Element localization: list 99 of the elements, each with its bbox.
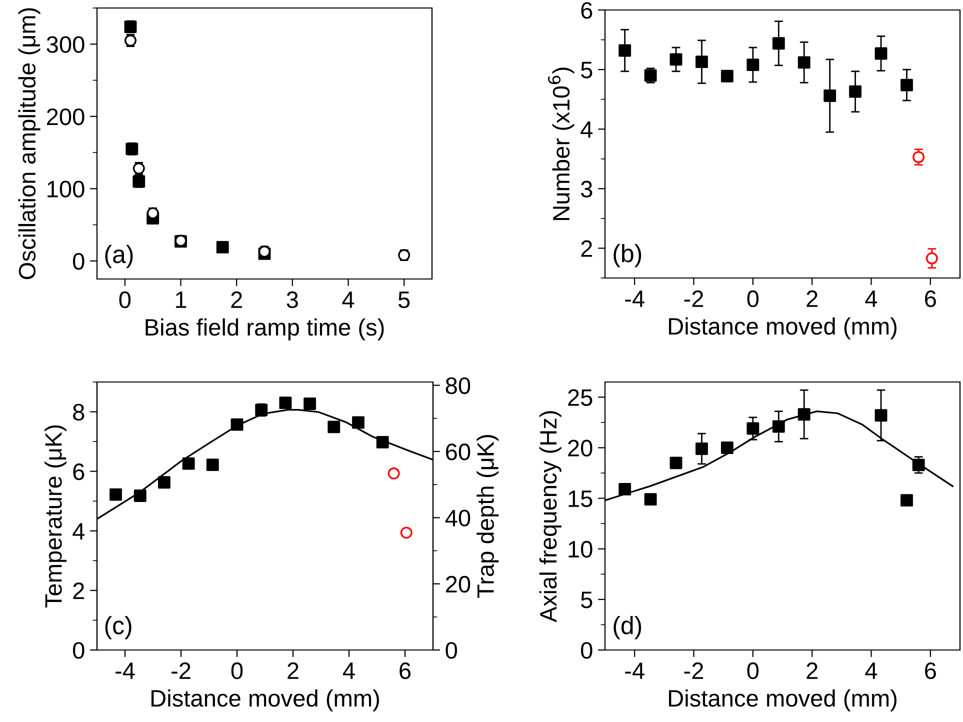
y-tick-label: 6 <box>73 463 84 480</box>
y-tick-label: 0 <box>72 253 84 270</box>
x-axis-title: Distance moved (mm) <box>668 689 896 712</box>
point <box>912 458 925 472</box>
point <box>644 493 657 506</box>
x-tick-label: 4 <box>865 662 878 679</box>
point <box>900 78 913 92</box>
y-tick-label: 15 <box>568 490 592 508</box>
x-axis-title: Distance moved (mm) <box>668 317 896 340</box>
x-tick-label: 6 <box>925 662 936 680</box>
point <box>134 490 146 502</box>
point <box>182 457 195 470</box>
x-tick-label: 4 <box>342 292 354 308</box>
x-tick-label: 2 <box>806 290 818 307</box>
y-tick-label: 6 <box>581 2 592 19</box>
point <box>772 420 785 433</box>
x-tick-label: -4 <box>116 662 135 679</box>
x-tick-label: -2 <box>684 662 704 679</box>
point <box>328 420 340 434</box>
x-tick-label: 0 <box>119 291 131 308</box>
point <box>696 56 708 68</box>
y2-tick-label: 80 <box>446 377 470 394</box>
x-tick-label: 1 <box>176 292 186 308</box>
y2-tick-label: 40 <box>445 510 470 526</box>
y-tick-label: 5 <box>581 592 592 608</box>
x-tick-label: 4 <box>865 290 878 307</box>
annotation: (a) <box>105 244 133 268</box>
point <box>696 442 708 455</box>
x-tick-label: 0 <box>231 662 243 680</box>
point <box>304 398 316 410</box>
x-axis-title: Bias field ramp time (s) <box>146 318 384 340</box>
y-tick-label: 100 <box>48 180 84 198</box>
y-tick-label: 4 <box>72 523 85 540</box>
annotation: (c) <box>105 616 132 640</box>
y-axis-title: Number (x10$^{6}$) <box>548 68 574 220</box>
y-tick-label: 0 <box>580 642 592 659</box>
y-tick-label: 300 <box>46 36 84 53</box>
point <box>352 416 364 429</box>
y-tick-label: 8 <box>73 404 84 421</box>
x-axis-title: Distance moved (mm) <box>151 689 379 712</box>
x-tick-label: 6 <box>925 290 936 308</box>
point <box>720 70 734 82</box>
y-tick-label: 20 <box>568 440 592 457</box>
y-tick-label: 200 <box>46 108 84 126</box>
point <box>388 467 400 480</box>
point <box>912 151 925 164</box>
point <box>874 409 888 422</box>
y-axis-title: Temperature (μK) <box>44 425 67 608</box>
point <box>376 436 389 448</box>
y2-tick-label: 0 <box>446 642 458 659</box>
y-axis-title: Oscillation amplitude (μm) <box>18 8 40 280</box>
x-tick-label: 2 <box>806 662 818 679</box>
point <box>746 58 760 72</box>
x-tick-label: 5 <box>398 292 410 308</box>
y-tick-label: 10 <box>568 540 592 558</box>
y-tick-label: 2 <box>581 240 592 257</box>
x-tick-label: 6 <box>400 662 411 680</box>
x-tick-label: 2 <box>288 662 298 679</box>
point <box>746 422 760 435</box>
point <box>670 456 682 470</box>
point <box>900 494 913 507</box>
point <box>849 85 862 98</box>
x-tick-label: 4 <box>342 662 355 679</box>
y-tick-label: 4 <box>580 121 593 138</box>
y-axis-title: Axial frequency (Hz) <box>539 411 562 622</box>
y2-axis-title: Trap depth (μK) <box>476 434 499 598</box>
point <box>206 458 219 471</box>
y-tick-label: 25 <box>568 389 592 406</box>
y-tick-label: 3 <box>580 180 592 198</box>
y-tick-label: 2 <box>73 582 84 599</box>
x-tick-label: -4 <box>625 662 644 679</box>
y-tick-label: 5 <box>581 62 592 78</box>
point <box>720 442 734 454</box>
x-tick-label: -2 <box>172 662 190 679</box>
y-tick-label: 0 <box>72 642 84 659</box>
x-tick-label: -4 <box>625 290 644 307</box>
point <box>279 396 292 410</box>
point <box>110 488 122 501</box>
annotation: (b) <box>614 244 642 268</box>
y2-tick-label: 60 <box>446 444 470 460</box>
point <box>772 37 785 50</box>
point <box>926 252 938 264</box>
x-tick-label: 0 <box>747 290 759 308</box>
point <box>798 56 810 69</box>
point <box>618 44 632 57</box>
point <box>824 90 836 102</box>
point <box>798 408 810 421</box>
point <box>216 240 229 254</box>
point <box>874 47 888 60</box>
x-tick-label: 2 <box>231 291 242 308</box>
point <box>618 482 632 496</box>
point <box>670 53 682 66</box>
point <box>158 476 170 489</box>
x-tick-label: -2 <box>684 290 704 307</box>
x-tick-label: 3 <box>286 291 298 308</box>
annotation: (d) <box>614 616 642 640</box>
y2-tick-label: 20 <box>446 576 470 593</box>
point <box>400 526 412 539</box>
x-tick-label: 0 <box>747 662 759 680</box>
